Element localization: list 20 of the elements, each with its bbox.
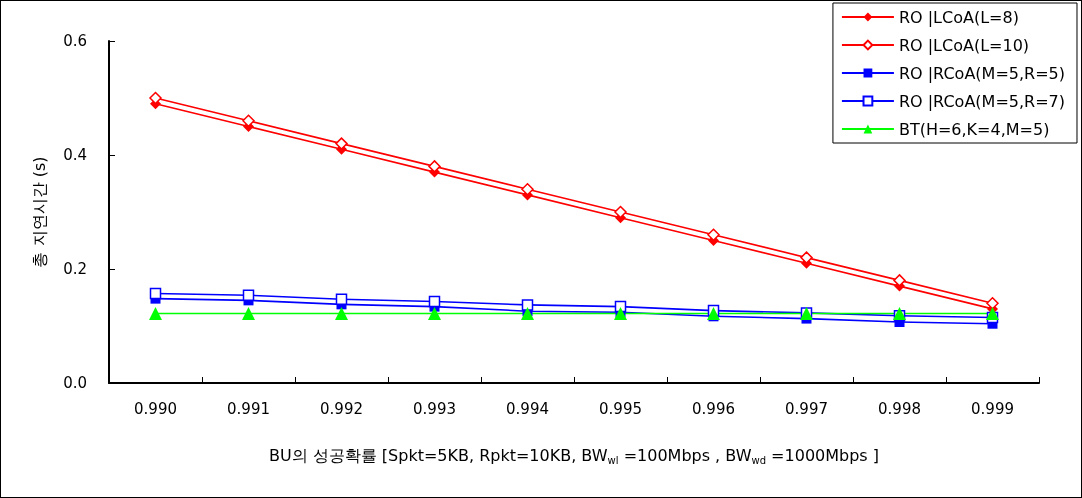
x-tick-label: 0.994: [506, 399, 549, 418]
y-tick-label: 0.0: [63, 374, 87, 392]
x-tick-label: 0.991: [227, 399, 270, 418]
y-tick-label: 0.2: [63, 260, 87, 278]
x-tick-label: 0.998: [878, 399, 921, 418]
x-tick-label: 0.990: [134, 399, 177, 418]
legend-label: RO |LCoA(L=8): [898, 7, 1019, 27]
x-tick-label: 0.997: [785, 399, 828, 418]
x-tick-label: 0.992: [320, 399, 363, 418]
legend-label: RO |LCoA(L=10): [898, 35, 1030, 55]
x-tick-label: 0.999: [971, 399, 1014, 418]
legend-label: RO |RCoA(M=5,R=7): [898, 91, 1065, 111]
legend-label: RO |RCoA(M=5,R=5): [898, 63, 1065, 83]
x-tick-label: 0.993: [413, 399, 456, 418]
x-tick-label: 0.996: [692, 399, 735, 418]
y-tick-label: 0.4: [63, 146, 87, 164]
y-axis-title: 총 지연시간 (s): [29, 156, 49, 268]
y-tick-label: 0.6: [63, 32, 87, 50]
legend-label: BT(H=6,K=4,M=5): [898, 119, 1050, 139]
x-tick-label: 0.995: [599, 399, 642, 418]
